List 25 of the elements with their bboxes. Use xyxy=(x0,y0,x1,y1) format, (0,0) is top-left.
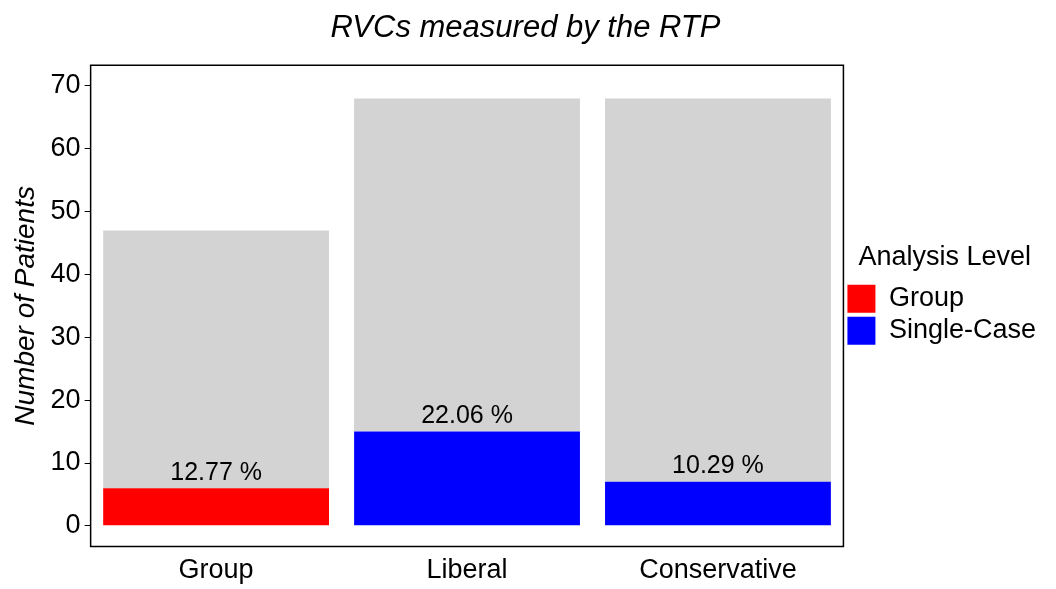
bar xyxy=(354,431,580,526)
y-tick-label: 10 xyxy=(50,446,81,477)
y-tick-label: 20 xyxy=(50,383,81,414)
bar xyxy=(103,488,330,526)
x-tick-label: Liberal xyxy=(426,554,508,585)
x-tick-label: Group xyxy=(178,554,254,585)
y-tick-label: 50 xyxy=(50,195,81,226)
bar xyxy=(605,98,831,482)
legend-label: Single-Case xyxy=(888,314,1036,345)
y-tick-label: 0 xyxy=(65,509,81,540)
bar xyxy=(605,481,831,526)
y-axis-title: Number of Patients xyxy=(8,186,40,426)
annotation: 10.29 % xyxy=(672,450,764,479)
legend-title: Analysis Level xyxy=(858,241,1032,272)
x-tick-label: Conservative xyxy=(639,554,797,585)
bar xyxy=(354,98,580,432)
legend-label: Group xyxy=(888,282,964,313)
y-tick-label: 60 xyxy=(50,132,81,163)
y-tick-label: 70 xyxy=(50,69,81,100)
bar xyxy=(103,230,330,489)
chart-title: RVCs measured by the RTP xyxy=(330,9,721,45)
annotation: 12.77 % xyxy=(170,456,262,485)
y-tick-label: 40 xyxy=(50,257,81,288)
annotation: 22.06 % xyxy=(421,399,513,428)
y-tick-label: 30 xyxy=(50,320,81,351)
